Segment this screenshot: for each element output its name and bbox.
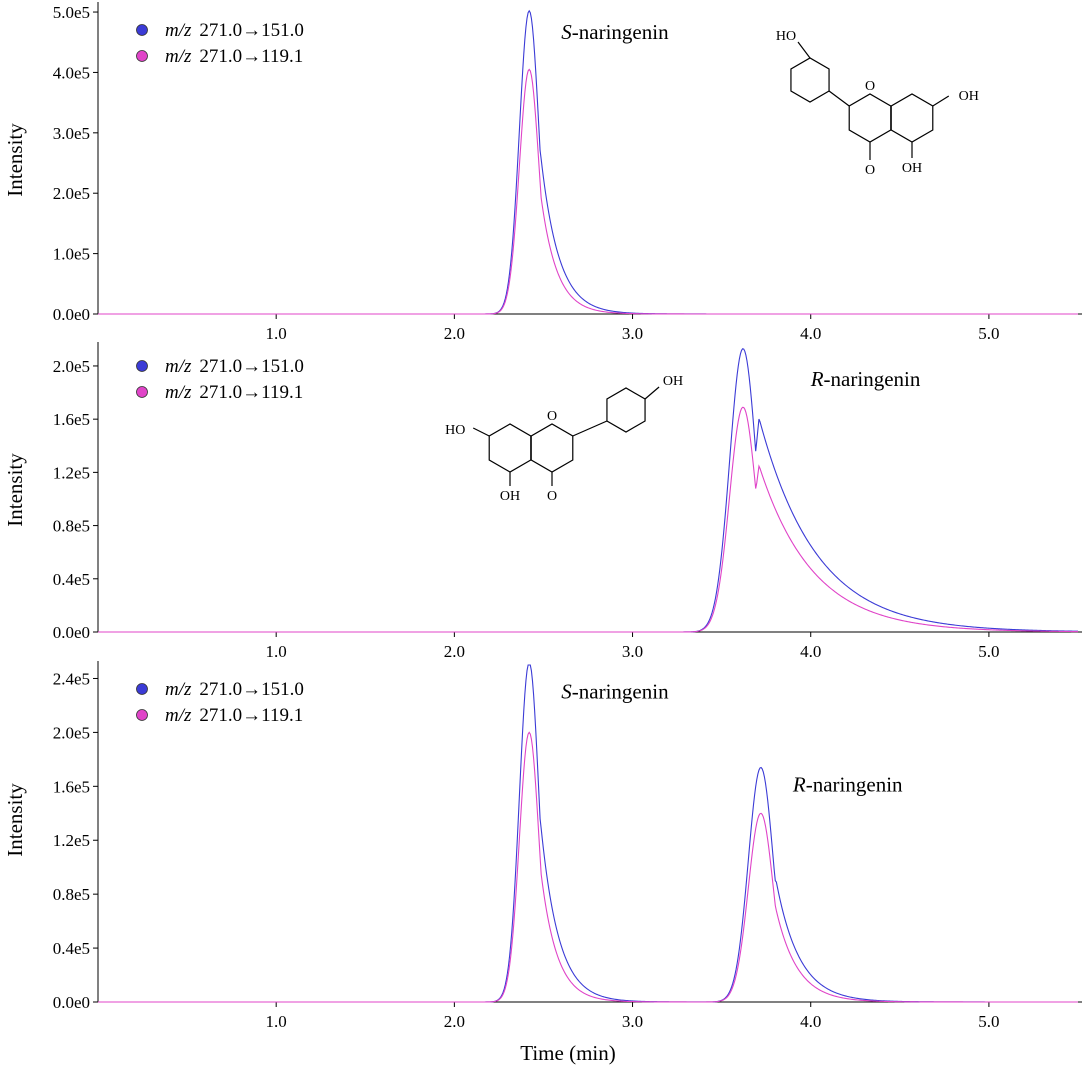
atom-label: OH [500, 489, 520, 504]
ring [606, 387, 646, 433]
bond [828, 90, 850, 107]
x-tick-label: 2.0 [444, 324, 465, 343]
ring [890, 93, 934, 143]
ring [488, 423, 532, 473]
y-tick-label: 1.2e5 [53, 831, 90, 850]
y-tick-label: 0.0e0 [53, 993, 90, 1012]
legend-marker [136, 683, 148, 695]
chart-panel-2: 0.0e0 0.4e5 0.8e5 1.2e5 1.6e5 2.0e5 1.0 2.0 3.0 4… [3, 342, 1082, 661]
y-tick-label: 0.8e5 [53, 885, 90, 904]
x-tick-label: 2.0 [444, 1012, 465, 1031]
bond [572, 420, 608, 437]
naringenin-structure: O OH HO OH O [445, 374, 683, 504]
y-tick-label: 0.4e5 [53, 939, 90, 958]
chart-panel-3: 0.0e0 0.4e5 0.8e5 1.2e5 1.6e5 2.0e5 2.4e5 1.0 2.… [3, 661, 1082, 1065]
legend-marker [136, 24, 148, 36]
x-tick-label: 1.0 [266, 1012, 287, 1031]
x-axis-title: Time (min) [520, 1041, 615, 1065]
bond [644, 386, 660, 400]
y-axis-title: Intensity [3, 783, 27, 857]
atom-label: O [865, 163, 875, 178]
atom-label: O [547, 409, 557, 424]
naringenin-structure: HO O O OH OH [776, 29, 979, 178]
y-tick-label: 2.0e5 [53, 357, 90, 376]
y-tick-label: 1.6e5 [53, 777, 90, 796]
legend-label: m/z 271.0→119.1 [165, 382, 303, 403]
ring [790, 57, 830, 103]
ring [848, 93, 892, 143]
y-tick-label: 2.0e5 [53, 723, 90, 742]
atom-label: OH [902, 161, 922, 176]
legend-label: m/z 271.0→119.1 [165, 705, 303, 726]
y-axis-title: Intensity [3, 453, 27, 527]
atom-label: HO [445, 423, 465, 438]
x-tick-label: 5.0 [978, 324, 999, 343]
legend-marker [136, 709, 148, 721]
y-tick-label: 2.4e5 [53, 669, 90, 688]
atom-label: O [547, 489, 557, 504]
y-tick-label: 0.4e5 [53, 570, 90, 589]
y-tick-label: 3.0e5 [53, 124, 90, 143]
peak-annotation: R-naringenin [792, 773, 903, 797]
bond [797, 41, 811, 59]
x-tick-label: 4.0 [800, 1012, 821, 1031]
x-tick-label: 4.0 [800, 642, 821, 661]
atom-label: HO [776, 29, 796, 44]
x-tick-label: 4.0 [800, 324, 821, 343]
legend-label: m/z 271.0→151.0 [165, 356, 304, 377]
bond [472, 427, 490, 437]
legend-marker [136, 50, 148, 62]
peak-annotation: R-naringenin [810, 367, 921, 391]
y-tick-label: 5.0e5 [53, 3, 90, 22]
peak-annotation: S-naringenin [561, 20, 669, 44]
y-tick-label: 0.8e5 [53, 517, 90, 536]
y-tick-label: 2.0e5 [53, 184, 90, 203]
y-tick-label: 1.0e5 [53, 245, 90, 264]
atom-label: OH [663, 374, 683, 389]
legend-marker [136, 386, 148, 398]
x-tick-label: 3.0 [622, 642, 643, 661]
y-tick-label: 0.0e0 [53, 305, 90, 324]
legend-label: m/z 271.0→151.0 [165, 679, 304, 700]
atom-label: OH [959, 89, 979, 104]
series-line-119 [98, 406, 1079, 633]
legend-marker [136, 360, 148, 372]
x-tick-label: 3.0 [622, 324, 643, 343]
x-tick-label: 1.0 [266, 324, 287, 343]
x-tick-label: 5.0 [978, 1012, 999, 1031]
atom-label: O [865, 79, 875, 94]
ring [530, 423, 574, 473]
x-tick-label: 1.0 [266, 642, 287, 661]
y-tick-label: 0.0e0 [53, 623, 90, 642]
x-tick-label: 2.0 [444, 642, 465, 661]
y-tick-label: 4.0e5 [53, 63, 90, 82]
y-tick-label: 1.2e5 [53, 463, 90, 482]
legend-label: m/z 271.0→119.1 [165, 46, 303, 67]
legend-label: m/z 271.0→151.0 [165, 20, 304, 41]
peak-annotation: S-naringenin [561, 680, 669, 704]
y-tick-label: 1.6e5 [53, 410, 90, 429]
x-tick-label: 3.0 [622, 1012, 643, 1031]
y-axis-title: Intensity [3, 123, 27, 197]
series-line-119 [98, 68, 1078, 315]
bond [932, 95, 950, 107]
x-tick-label: 5.0 [978, 642, 999, 661]
chart-panel-1: 0.0e0 1.0e5 2.0e5 3.0e5 4.0e5 5.0e5 1.0 2.0 3.0 4… [3, 2, 1082, 343]
series-line-119 [98, 731, 1078, 1003]
